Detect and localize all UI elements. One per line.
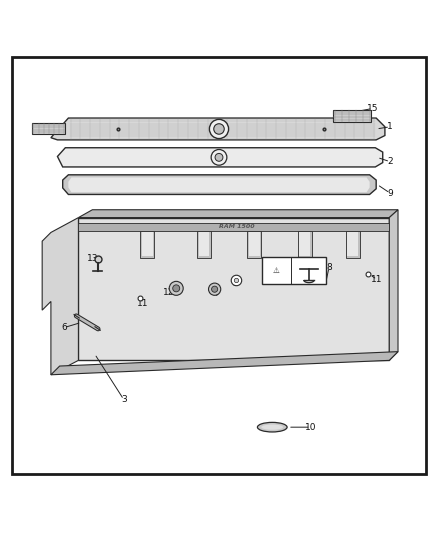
Polygon shape <box>299 232 310 256</box>
Polygon shape <box>141 231 154 258</box>
Circle shape <box>234 278 239 282</box>
Text: 10: 10 <box>305 423 316 432</box>
Circle shape <box>211 149 227 165</box>
Text: 7: 7 <box>279 265 285 274</box>
Ellipse shape <box>258 422 287 432</box>
Polygon shape <box>57 148 383 167</box>
Polygon shape <box>389 210 398 360</box>
Polygon shape <box>51 118 385 140</box>
Circle shape <box>231 275 242 286</box>
Bar <box>262 257 326 284</box>
Polygon shape <box>247 231 261 258</box>
Text: 9: 9 <box>387 189 393 198</box>
Polygon shape <box>347 232 358 256</box>
Text: 14: 14 <box>37 127 48 136</box>
Text: 1: 1 <box>387 122 393 131</box>
Polygon shape <box>78 217 389 360</box>
Circle shape <box>209 119 229 139</box>
Text: 11: 11 <box>137 299 148 308</box>
Polygon shape <box>78 223 389 231</box>
Polygon shape <box>68 177 370 192</box>
Polygon shape <box>63 175 376 195</box>
Circle shape <box>173 285 180 292</box>
Polygon shape <box>32 123 65 134</box>
Text: 3: 3 <box>121 395 127 404</box>
Text: RAM 1500: RAM 1500 <box>219 224 254 229</box>
Polygon shape <box>297 231 311 258</box>
Circle shape <box>169 281 183 295</box>
Polygon shape <box>249 232 260 256</box>
Polygon shape <box>197 231 211 258</box>
Text: 4: 4 <box>213 289 218 298</box>
Polygon shape <box>346 231 360 258</box>
Circle shape <box>215 154 223 161</box>
Circle shape <box>214 124 224 134</box>
Text: 11: 11 <box>371 275 383 284</box>
Circle shape <box>212 286 218 292</box>
Polygon shape <box>333 110 371 122</box>
Polygon shape <box>51 352 398 375</box>
Circle shape <box>208 283 221 295</box>
Polygon shape <box>142 232 152 256</box>
Ellipse shape <box>261 425 283 430</box>
Polygon shape <box>199 232 209 256</box>
Text: 6: 6 <box>61 323 67 332</box>
Polygon shape <box>42 217 78 375</box>
Text: 12: 12 <box>163 288 174 297</box>
Text: 15: 15 <box>367 104 378 113</box>
Text: 8: 8 <box>326 263 332 272</box>
Text: 5: 5 <box>233 279 238 288</box>
Text: 13: 13 <box>87 254 98 263</box>
Text: ⚠: ⚠ <box>272 266 279 275</box>
Polygon shape <box>78 210 398 217</box>
Text: 2: 2 <box>387 157 393 166</box>
